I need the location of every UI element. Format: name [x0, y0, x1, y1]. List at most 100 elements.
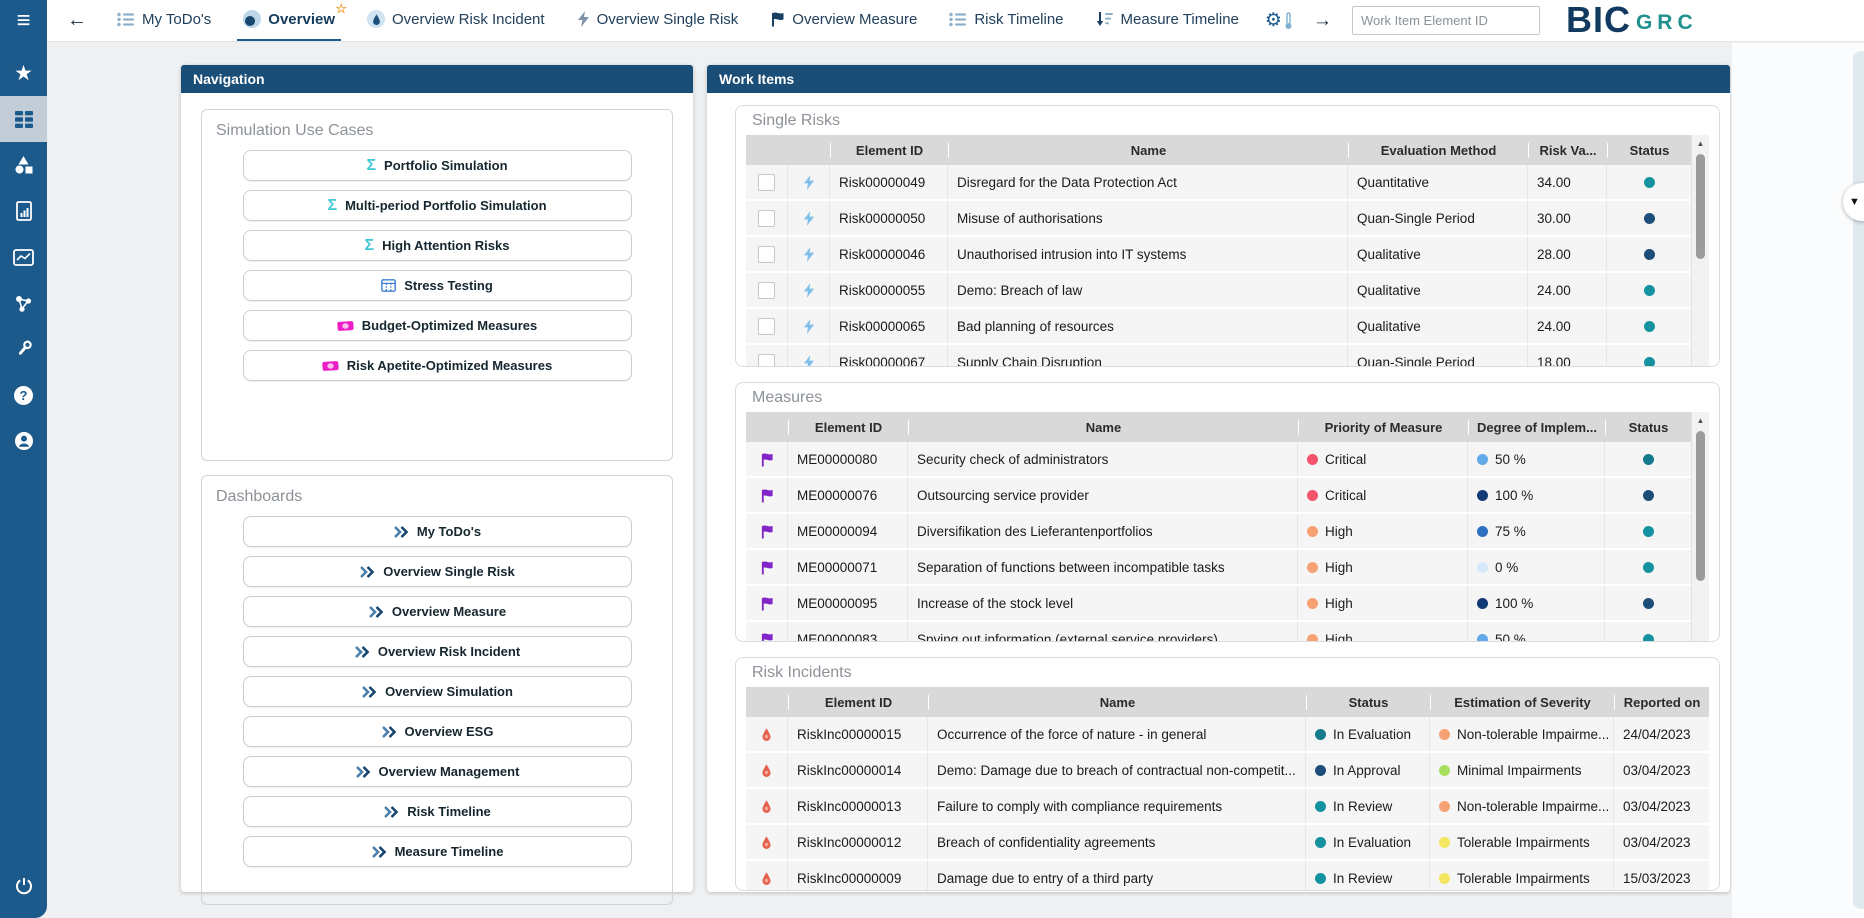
column-header[interactable]: Element ID: [788, 419, 908, 435]
table-row[interactable]: Risk00000049 Disregard for the Data Prot…: [746, 165, 1691, 201]
degree-dot: [1477, 597, 1488, 609]
tab-overview-risk-incident[interactable]: Overview Risk Incident: [361, 0, 551, 41]
dashboard-measure-timeline-button[interactable]: Measure Timeline: [242, 836, 632, 867]
table-row[interactable]: RiskInc00000013 Failure to comply with c…: [746, 789, 1709, 825]
dashboard-overview-esg-button[interactable]: Overview ESG: [242, 716, 632, 747]
column-header[interactable]: Name: [928, 694, 1306, 710]
menu-button[interactable]: ≡: [0, 0, 47, 42]
row-checkbox[interactable]: [758, 245, 775, 263]
table-row[interactable]: Risk00000046 Unauthorised intrusion into…: [746, 237, 1691, 273]
double-chevron-icon: [355, 765, 370, 778]
logout-button[interactable]: [0, 866, 47, 906]
table-row[interactable]: RiskInc00000009 Damage due to entry of a…: [746, 861, 1709, 890]
table-row[interactable]: RiskInc00000014 Demo: Damage due to brea…: [746, 753, 1709, 789]
budget-optimized-measures-button[interactable]: Budget-Optimized Measures: [242, 310, 632, 341]
scrollbar-thumb[interactable]: [1696, 431, 1705, 581]
priority-dot: [1307, 525, 1318, 537]
work-item-search-input[interactable]: [1351, 6, 1540, 35]
sidebar-item-profile[interactable]: [0, 418, 47, 464]
row-checkbox[interactable]: [758, 353, 775, 366]
degree-dot: [1477, 489, 1488, 501]
risk-apetite-optimized-measures-button[interactable]: Risk Apetite-Optimized Measures: [242, 350, 632, 381]
sidebar-item-dashboards[interactable]: [0, 96, 47, 142]
table-row[interactable]: Risk00000055 Demo: Breach of law Qualita…: [746, 273, 1691, 309]
back-button[interactable]: ←: [67, 9, 87, 31]
go-to-element-button[interactable]: →: [1312, 9, 1332, 31]
column-header[interactable]: Evaluation Method: [1348, 142, 1528, 158]
tab-overview-single-risk[interactable]: Overview Single Risk: [571, 0, 745, 41]
column-header[interactable]: Status: [1605, 419, 1691, 435]
tab-my-todos[interactable]: My ToDo's: [111, 0, 217, 41]
dashboard-overview-risk-incident-button[interactable]: Overview Risk Incident: [242, 636, 632, 667]
measure-flag-icon: [761, 452, 773, 466]
table-row[interactable]: Risk00000065 Bad planning of resources Q…: [746, 309, 1691, 345]
panel-collapse-handle[interactable]: ▼: [1843, 183, 1864, 221]
table-row[interactable]: ME00000094 Diversifikation des Lieferant…: [746, 514, 1691, 550]
tab-risk-timeline[interactable]: Risk Timeline: [943, 0, 1069, 41]
dashboard-overview-management-button[interactable]: Overview Management: [242, 756, 632, 787]
cell-element-id: ME00000071: [788, 550, 908, 584]
column-header[interactable]: Name: [948, 142, 1348, 158]
thermometer-icon: [1285, 11, 1292, 29]
column-header[interactable]: Reported on: [1614, 694, 1709, 710]
column-header[interactable]: Risk Va...: [1528, 142, 1607, 158]
measures-scrollbar[interactable]: ▲ ▼: [1691, 412, 1709, 641]
column-header[interactable]: Element ID: [830, 142, 948, 158]
cell-name: Misuse of authorisations: [948, 201, 1348, 235]
shapes-icon: [15, 156, 33, 174]
dashboard-overview-measure-button[interactable]: Overview Measure: [242, 596, 632, 627]
scrollbar-thumb[interactable]: [1696, 154, 1705, 259]
cell-degree: 75 %: [1468, 514, 1605, 548]
scroll-up-arrow[interactable]: ▲: [1696, 415, 1705, 425]
multi-period-portfolio-simulation-button[interactable]: Σ Multi-period Portfolio Simulation: [242, 190, 632, 221]
single-risks-scrollbar[interactable]: ▲ ▼: [1691, 135, 1709, 366]
dashboard-my-todos-button[interactable]: My ToDo's: [242, 516, 632, 547]
table-row[interactable]: ME00000095 Increase of the stock level H…: [746, 586, 1691, 622]
scroll-up-arrow[interactable]: ▲: [1696, 138, 1705, 148]
monitor-chart-icon: [13, 248, 34, 266]
table-row[interactable]: ME00000076 Outsourcing service provider …: [746, 478, 1691, 514]
row-checkbox[interactable]: [758, 281, 775, 299]
table-row[interactable]: RiskInc00000012 Breach of confidentialit…: [746, 825, 1709, 861]
sidebar-item-shapes[interactable]: [0, 142, 47, 188]
column-header[interactable]: Estimation of Severity: [1430, 694, 1614, 710]
sidebar-item-monitoring[interactable]: [0, 234, 47, 280]
incident-droplet-icon: [762, 871, 771, 885]
table-row[interactable]: Risk00000050 Misuse of authorisations Qu…: [746, 201, 1691, 237]
column-header[interactable]: Element ID: [788, 694, 928, 710]
tab-overview-measure[interactable]: Overview Measure: [764, 0, 923, 41]
column-header[interactable]: Status: [1607, 142, 1691, 158]
row-checkbox[interactable]: [758, 209, 775, 227]
table-row[interactable]: RiskInc00000015 Occurrence of the force …: [746, 717, 1709, 753]
stress-testing-button[interactable]: Stress Testing: [242, 270, 632, 301]
scroll-down-arrow[interactable]: ▼: [1697, 365, 1705, 366]
cell-status: In Evaluation: [1306, 717, 1430, 751]
sidebar-item-help[interactable]: ?: [0, 372, 47, 418]
cell-name: Security check of administrators: [908, 442, 1298, 476]
table-row[interactable]: ME00000080 Security check of administrat…: [746, 442, 1691, 478]
column-header[interactable]: Degree of Implem...: [1468, 419, 1605, 435]
dashboard-overview-simulation-button[interactable]: Overview Simulation: [242, 676, 632, 707]
dashboard-overview-single-risk-button[interactable]: Overview Single Risk: [242, 556, 632, 587]
column-header[interactable]: Priority of Measure: [1298, 419, 1468, 435]
tab-overview[interactable]: Overview ☆: [237, 0, 347, 41]
table-row[interactable]: ME00000083 Spying out information (exter…: [746, 622, 1691, 641]
sidebar-item-reports[interactable]: [0, 188, 47, 234]
dashboard-risk-timeline-button[interactable]: Risk Timeline: [242, 796, 632, 827]
sidebar-item-network[interactable]: [0, 280, 47, 326]
table-row[interactable]: ME00000071 Separation of functions betwe…: [746, 550, 1691, 586]
cell-element-id: ME00000095: [788, 586, 908, 620]
row-checkbox[interactable]: [758, 317, 775, 335]
column-header[interactable]: Name: [908, 419, 1298, 435]
double-chevron-icon: [368, 605, 384, 618]
collapsed-panel-strip[interactable]: [1853, 51, 1864, 909]
high-attention-risks-button[interactable]: Σ High Attention Risks: [242, 230, 632, 261]
sidebar-item-tools[interactable]: [0, 326, 47, 372]
table-row[interactable]: Risk00000067 Supply Chain Disruption Qua…: [746, 345, 1691, 366]
row-checkbox[interactable]: [758, 173, 775, 191]
portfolio-simulation-button[interactable]: Σ Portfolio Simulation: [242, 150, 632, 181]
sidebar-item-favorites[interactable]: ★: [0, 50, 47, 96]
column-header[interactable]: Status: [1306, 694, 1430, 710]
simulation-settings-button[interactable]: ⚙: [1265, 9, 1293, 32]
tab-measure-timeline[interactable]: Measure Timeline: [1090, 0, 1245, 41]
